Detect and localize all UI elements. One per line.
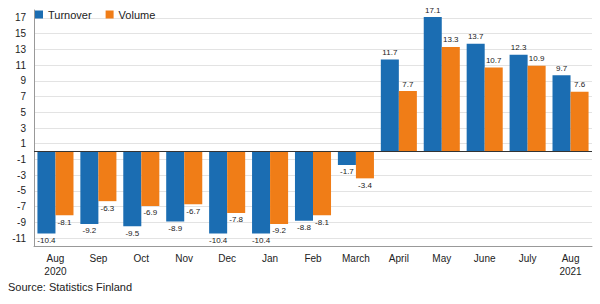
svg-text:Dec: Dec [218, 253, 236, 264]
svg-text:Source: Statistics Finland: Source: Statistics Finland [8, 281, 132, 293]
svg-text:11: 11 [16, 60, 27, 71]
svg-text:-9.5: -9.5 [125, 229, 139, 238]
svg-text:-6.3: -6.3 [101, 204, 115, 213]
svg-text:-8.1: -8.1 [58, 218, 72, 227]
svg-text:-9: -9 [17, 217, 26, 228]
svg-text:-1: -1 [17, 154, 26, 165]
svg-text:-1.7: -1.7 [340, 167, 354, 176]
svg-text:April: April [389, 253, 409, 264]
svg-text:Sep: Sep [89, 253, 107, 264]
svg-text:Oct: Oct [134, 253, 150, 264]
svg-text:July: July [519, 253, 537, 264]
svg-text:-9.2: -9.2 [272, 226, 286, 235]
svg-text:10.9: 10.9 [529, 54, 545, 63]
svg-text:Turnover: Turnover [48, 9, 92, 21]
svg-text:13: 13 [15, 44, 27, 55]
svg-text:10.7: 10.7 [486, 56, 502, 65]
svg-text:-8.8: -8.8 [297, 223, 311, 232]
svg-text:-10.4: -10.4 [252, 236, 271, 245]
svg-text:-10.4: -10.4 [209, 236, 228, 245]
svg-text:5: 5 [20, 107, 26, 118]
svg-text:Aug: Aug [47, 253, 65, 264]
svg-text:9: 9 [20, 75, 26, 86]
svg-text:13.7: 13.7 [468, 32, 484, 41]
svg-text:-8.9: -8.9 [168, 224, 182, 233]
svg-text:7.7: 7.7 [402, 80, 414, 89]
svg-text:Volume: Volume [119, 9, 156, 21]
svg-text:May: May [432, 253, 451, 264]
svg-text:7: 7 [20, 91, 26, 102]
svg-text:-7.8: -7.8 [229, 215, 243, 224]
svg-text:Aug: Aug [562, 253, 580, 264]
svg-text:9.7: 9.7 [556, 64, 568, 73]
svg-text:March: March [342, 253, 370, 264]
svg-text:11.7: 11.7 [382, 48, 398, 57]
svg-text:Nov: Nov [175, 253, 193, 264]
svg-text:-9.2: -9.2 [82, 226, 96, 235]
svg-text:Feb: Feb [304, 253, 322, 264]
svg-text:-11: -11 [12, 233, 26, 244]
svg-text:-5: -5 [17, 185, 26, 196]
svg-text:Jan: Jan [262, 253, 278, 264]
svg-text:12.3: 12.3 [511, 43, 527, 52]
svg-text:3: 3 [20, 123, 26, 134]
svg-text:7.6: 7.6 [574, 80, 586, 89]
svg-text:2021: 2021 [559, 266, 582, 277]
svg-text:-6.9: -6.9 [143, 208, 157, 217]
svg-text:2020: 2020 [44, 266, 67, 277]
svg-text:-3: -3 [17, 170, 26, 181]
svg-text:-7: -7 [17, 201, 26, 212]
svg-text:-10.4: -10.4 [37, 236, 56, 245]
svg-text:1: 1 [20, 138, 26, 149]
svg-text:13.3: 13.3 [443, 35, 459, 44]
svg-text:-6.7: -6.7 [186, 207, 200, 216]
svg-text:17.1: 17.1 [425, 6, 441, 15]
svg-text:-8.1: -8.1 [315, 218, 329, 227]
svg-text:-3.4: -3.4 [358, 181, 372, 190]
svg-text:17: 17 [15, 12, 27, 23]
svg-text:June: June [474, 253, 496, 264]
svg-text:15: 15 [15, 28, 27, 39]
